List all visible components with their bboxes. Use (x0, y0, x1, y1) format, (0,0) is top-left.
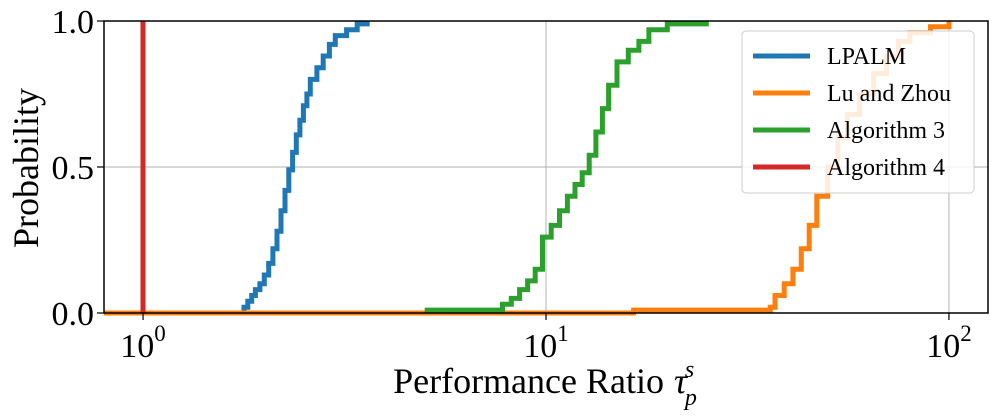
x-axis-label-sub: p (683, 385, 697, 411)
x-tick-label: 102 (926, 321, 972, 365)
legend-label-algorithm-3: Algorithm 3 (827, 118, 945, 144)
x-tick-label: 100 (120, 321, 166, 365)
y-tick-label: 1.0 (52, 4, 95, 41)
x-axis-label: Performance Ratio τps (393, 357, 697, 411)
legend: LPALM Lu and Zhou Algorithm 3 Algorithm 4 (741, 30, 975, 194)
legend-label-algorithm-4: Algorithm 4 (827, 155, 945, 181)
y-axis-label: Probability (6, 88, 46, 248)
axis-ticks: 100 101 102 0.0 0.5 1.0 (52, 4, 972, 365)
x-axis-label-text: Performance Ratio (393, 361, 664, 401)
series-line-lpalm (104, 21, 370, 316)
x-axis-label-sup: s (685, 357, 694, 383)
y-tick-label: 0.5 (52, 150, 95, 187)
y-tick-label: 0.0 (52, 296, 95, 333)
x-tick-label: 101 (523, 321, 569, 365)
legend-label-lu-and-zhou: Lu and Zhou (827, 81, 951, 107)
series-line-algorithm-3 (424, 21, 709, 313)
legend-label-lpalm: LPALM (827, 44, 906, 70)
x-axis-label-symbol: τ (674, 361, 688, 401)
legend-box (741, 30, 975, 194)
